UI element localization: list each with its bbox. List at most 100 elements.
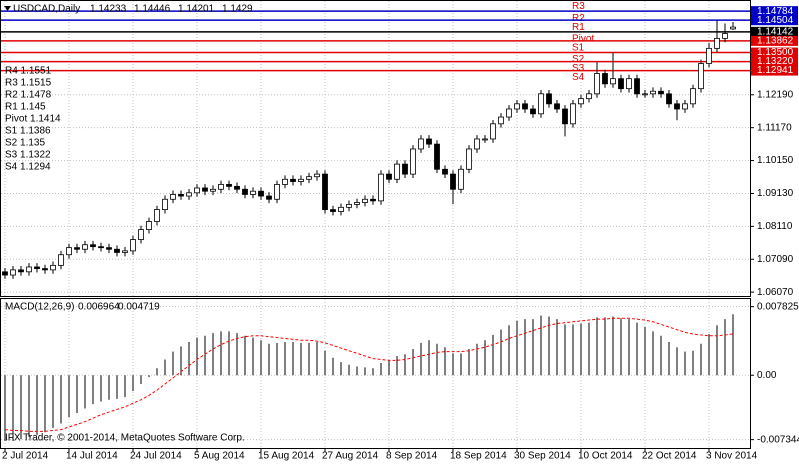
candle-body bbox=[290, 178, 296, 182]
chart-title: USDCAD,Daily bbox=[13, 4, 80, 15]
level-price-label: 1.14504 bbox=[757, 15, 794, 26]
macd-title: MACD(12,26,9) bbox=[5, 302, 74, 313]
candle-body bbox=[306, 176, 312, 180]
copyright: IFX Trader, © 2001-2014, MetaQuotes Soft… bbox=[5, 433, 245, 444]
candle-body bbox=[402, 163, 408, 175]
candle-body bbox=[50, 264, 56, 271]
candle-body bbox=[42, 268, 48, 271]
candle-body bbox=[138, 229, 144, 240]
candle-body bbox=[610, 78, 616, 85]
candle-body bbox=[682, 103, 688, 110]
candle-body bbox=[226, 184, 232, 187]
pivot-info: S3 1.1322 bbox=[5, 150, 51, 161]
y-tick-label: 1.08110 bbox=[757, 221, 793, 232]
level-name: S1 bbox=[572, 43, 585, 54]
candle-body bbox=[482, 138, 488, 141]
x-tick-label: 24 Jul 2014 bbox=[130, 451, 182, 462]
level-price-label: 1.12941 bbox=[757, 65, 794, 76]
candle-body bbox=[386, 173, 392, 180]
candle-body bbox=[170, 194, 176, 200]
candle-body bbox=[602, 73, 608, 85]
candle-body bbox=[650, 90, 656, 95]
ohlc-value: 1.14233 bbox=[90, 4, 127, 15]
x-tick-label: 27 Aug 2014 bbox=[322, 451, 379, 462]
level-price-box bbox=[751, 65, 798, 76]
level-name: S3 bbox=[572, 63, 585, 74]
candle-body bbox=[114, 248, 120, 253]
level-name: R2 bbox=[572, 13, 585, 24]
x-tick-label: 10 Oct 2014 bbox=[578, 451, 633, 462]
candle-body bbox=[98, 246, 104, 249]
candle-body bbox=[274, 184, 280, 200]
candle-body bbox=[90, 244, 96, 248]
candle-body bbox=[146, 221, 152, 230]
candle-body bbox=[378, 173, 384, 202]
signal-value: 0.004719 bbox=[118, 302, 160, 313]
candle-body bbox=[546, 93, 552, 105]
candle-body bbox=[26, 266, 32, 273]
y-tick-label: 1.06070 bbox=[757, 287, 794, 298]
y-tick-label: 1.10150 bbox=[757, 155, 794, 166]
level-price-box bbox=[751, 6, 798, 17]
candle-body bbox=[370, 198, 376, 202]
x-tick-label: 8 Sep 2014 bbox=[386, 451, 438, 462]
candle-body bbox=[410, 148, 416, 175]
candle-body bbox=[338, 206, 344, 212]
pivot-info: R4 1.1551 bbox=[5, 66, 52, 77]
candle-body bbox=[10, 269, 16, 276]
candle-body bbox=[698, 63, 704, 90]
candle-body bbox=[594, 73, 600, 95]
symbol-icon bbox=[4, 6, 11, 11]
level-price-label: 1.14142 bbox=[757, 26, 794, 37]
level-price-box bbox=[751, 35, 798, 46]
candle-body bbox=[730, 26, 736, 30]
candle-body bbox=[426, 138, 432, 145]
candle-body bbox=[658, 90, 664, 95]
y-tick-label: 0.007825 bbox=[757, 301, 799, 312]
level-price-label: 1.13500 bbox=[757, 47, 794, 58]
candle-body bbox=[514, 103, 520, 110]
y-tick-label: 1.09130 bbox=[757, 188, 794, 199]
candle-body bbox=[154, 209, 160, 222]
level-name: Pivot bbox=[572, 33, 594, 44]
pivot-info: R1 1.145 bbox=[5, 102, 46, 113]
candle-body bbox=[234, 185, 240, 190]
candle-body bbox=[434, 143, 440, 170]
candle-body bbox=[618, 78, 624, 90]
candle-body bbox=[570, 103, 576, 125]
signal-line bbox=[4, 317, 734, 432]
candle-body bbox=[490, 123, 496, 140]
candle-body bbox=[330, 209, 336, 212]
candle-body bbox=[634, 78, 640, 95]
candle-body bbox=[74, 247, 80, 250]
level-price-box bbox=[751, 47, 798, 58]
candle-body bbox=[466, 148, 472, 170]
candle-body bbox=[506, 108, 512, 118]
x-tick-label: 15 Aug 2014 bbox=[258, 451, 315, 462]
y-tick-label: 1.12190 bbox=[757, 89, 794, 100]
candle-body bbox=[242, 188, 248, 195]
candle-body bbox=[706, 47, 712, 64]
candle-body bbox=[354, 202, 360, 205]
candle-body bbox=[538, 93, 544, 115]
candle-body bbox=[714, 37, 720, 49]
candle-body bbox=[82, 244, 88, 250]
candle-body bbox=[522, 103, 528, 110]
pivot-info: Pivot 1.1414 bbox=[5, 114, 61, 125]
level-price-label: 1.14784 bbox=[757, 6, 794, 17]
candle-body bbox=[578, 98, 584, 105]
candle-body bbox=[674, 103, 680, 110]
candle-body bbox=[66, 247, 72, 256]
candle-body bbox=[530, 108, 536, 115]
candle-body bbox=[690, 88, 696, 105]
x-tick-label: 22 Oct 2014 bbox=[642, 451, 697, 462]
candle-body bbox=[362, 198, 368, 203]
candle-body bbox=[442, 168, 448, 175]
candle-body bbox=[218, 184, 224, 190]
level-price-box bbox=[751, 15, 798, 26]
level-price-label: 1.13862 bbox=[757, 36, 794, 47]
candle-body bbox=[586, 93, 592, 100]
candle-body bbox=[2, 271, 8, 276]
candle-body bbox=[162, 198, 168, 210]
